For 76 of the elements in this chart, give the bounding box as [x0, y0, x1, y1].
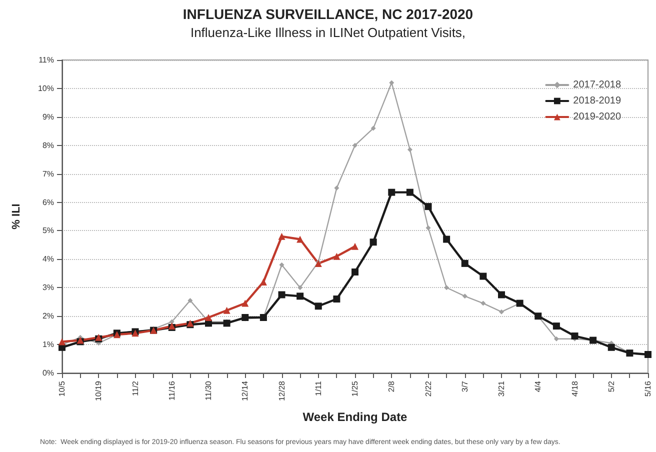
chart-subtitle: Influenza-Like Illness in ILINet Outpatient Visits, — [190, 25, 466, 40]
point — [296, 236, 304, 243]
y-tick-label: 6% — [42, 198, 54, 207]
x-tick-label: 12/14 — [240, 380, 250, 402]
point — [370, 238, 377, 246]
point — [462, 294, 468, 299]
point — [352, 142, 358, 148]
x-tick-label: 4/18 — [570, 380, 580, 397]
point — [406, 188, 414, 196]
y-tick-label: 1% — [42, 340, 54, 350]
point — [426, 225, 431, 230]
point — [278, 291, 286, 298]
y-tick-label: 0% — [42, 368, 54, 378]
y-tick-label: 5% — [42, 226, 54, 236]
point — [480, 300, 486, 306]
x-tick-label: 1/25 — [350, 380, 360, 397]
legend-label: 2017-2018 — [573, 80, 622, 90]
point — [424, 203, 432, 210]
point — [188, 298, 193, 303]
point — [314, 302, 322, 310]
x-tick-label: 3/21 — [497, 380, 506, 397]
point — [352, 242, 358, 250]
x-tick-label: 1/11 — [314, 380, 323, 396]
point — [498, 291, 505, 298]
point — [388, 188, 396, 196]
y-tick-label: 11% — [38, 56, 54, 64]
y-tick-label: 10% — [38, 84, 54, 93]
point — [58, 338, 66, 346]
point — [242, 300, 249, 307]
point — [554, 336, 559, 342]
point — [480, 272, 487, 280]
y-tick-label: 4% — [42, 254, 54, 264]
point — [352, 268, 358, 276]
point — [205, 314, 212, 322]
x-tick-label: 11/16 — [167, 380, 176, 400]
y-tick-label: 2% — [42, 312, 54, 321]
y-tick-label: 3% — [42, 283, 54, 292]
y-tick-label: 9% — [42, 112, 54, 122]
point — [444, 285, 450, 290]
x-tick-label: 12/28 — [277, 380, 286, 402]
point — [407, 147, 412, 152]
legend-label: 2019-2020 — [573, 112, 622, 122]
point — [443, 236, 450, 243]
point — [571, 332, 578, 340]
point — [499, 309, 504, 314]
x-tick-label: 2/8 — [387, 380, 396, 392]
point — [296, 292, 304, 300]
point — [169, 319, 174, 324]
x-tick-label: 11/30 — [204, 380, 213, 400]
point — [389, 80, 394, 86]
point — [298, 285, 303, 290]
x-tick-label: 4/4 — [534, 380, 543, 392]
x-tick-label: 11/2 — [130, 380, 140, 396]
x-axis-title: Week Ending Date — [302, 410, 408, 424]
x-tick-label: 10/19 — [94, 380, 104, 402]
chart-title: INFLUENZA SURVEILLANCE, NC 2017-2020 — [182, 6, 474, 22]
point — [333, 252, 340, 260]
x-tick-label: 10/5 — [58, 380, 66, 397]
x-tick-label: 5/2 — [606, 380, 616, 392]
y-axis-title: % ILI — [10, 204, 22, 230]
point — [333, 296, 340, 303]
y-tick-label: 8% — [42, 140, 54, 150]
x-tick-label: 3/7 — [460, 380, 470, 392]
point — [279, 262, 284, 268]
point — [608, 344, 615, 351]
point — [461, 260, 468, 267]
point — [370, 126, 376, 131]
x-tick-label: 2/22 — [424, 380, 433, 397]
point — [278, 232, 286, 240]
point — [223, 306, 230, 314]
point — [334, 186, 340, 191]
y-tick-label: 7% — [42, 169, 54, 178]
point — [223, 320, 230, 327]
x-tick-label: 5/16 — [644, 380, 652, 397]
legend-label: 2018-2019 — [573, 96, 622, 106]
point — [552, 322, 560, 330]
